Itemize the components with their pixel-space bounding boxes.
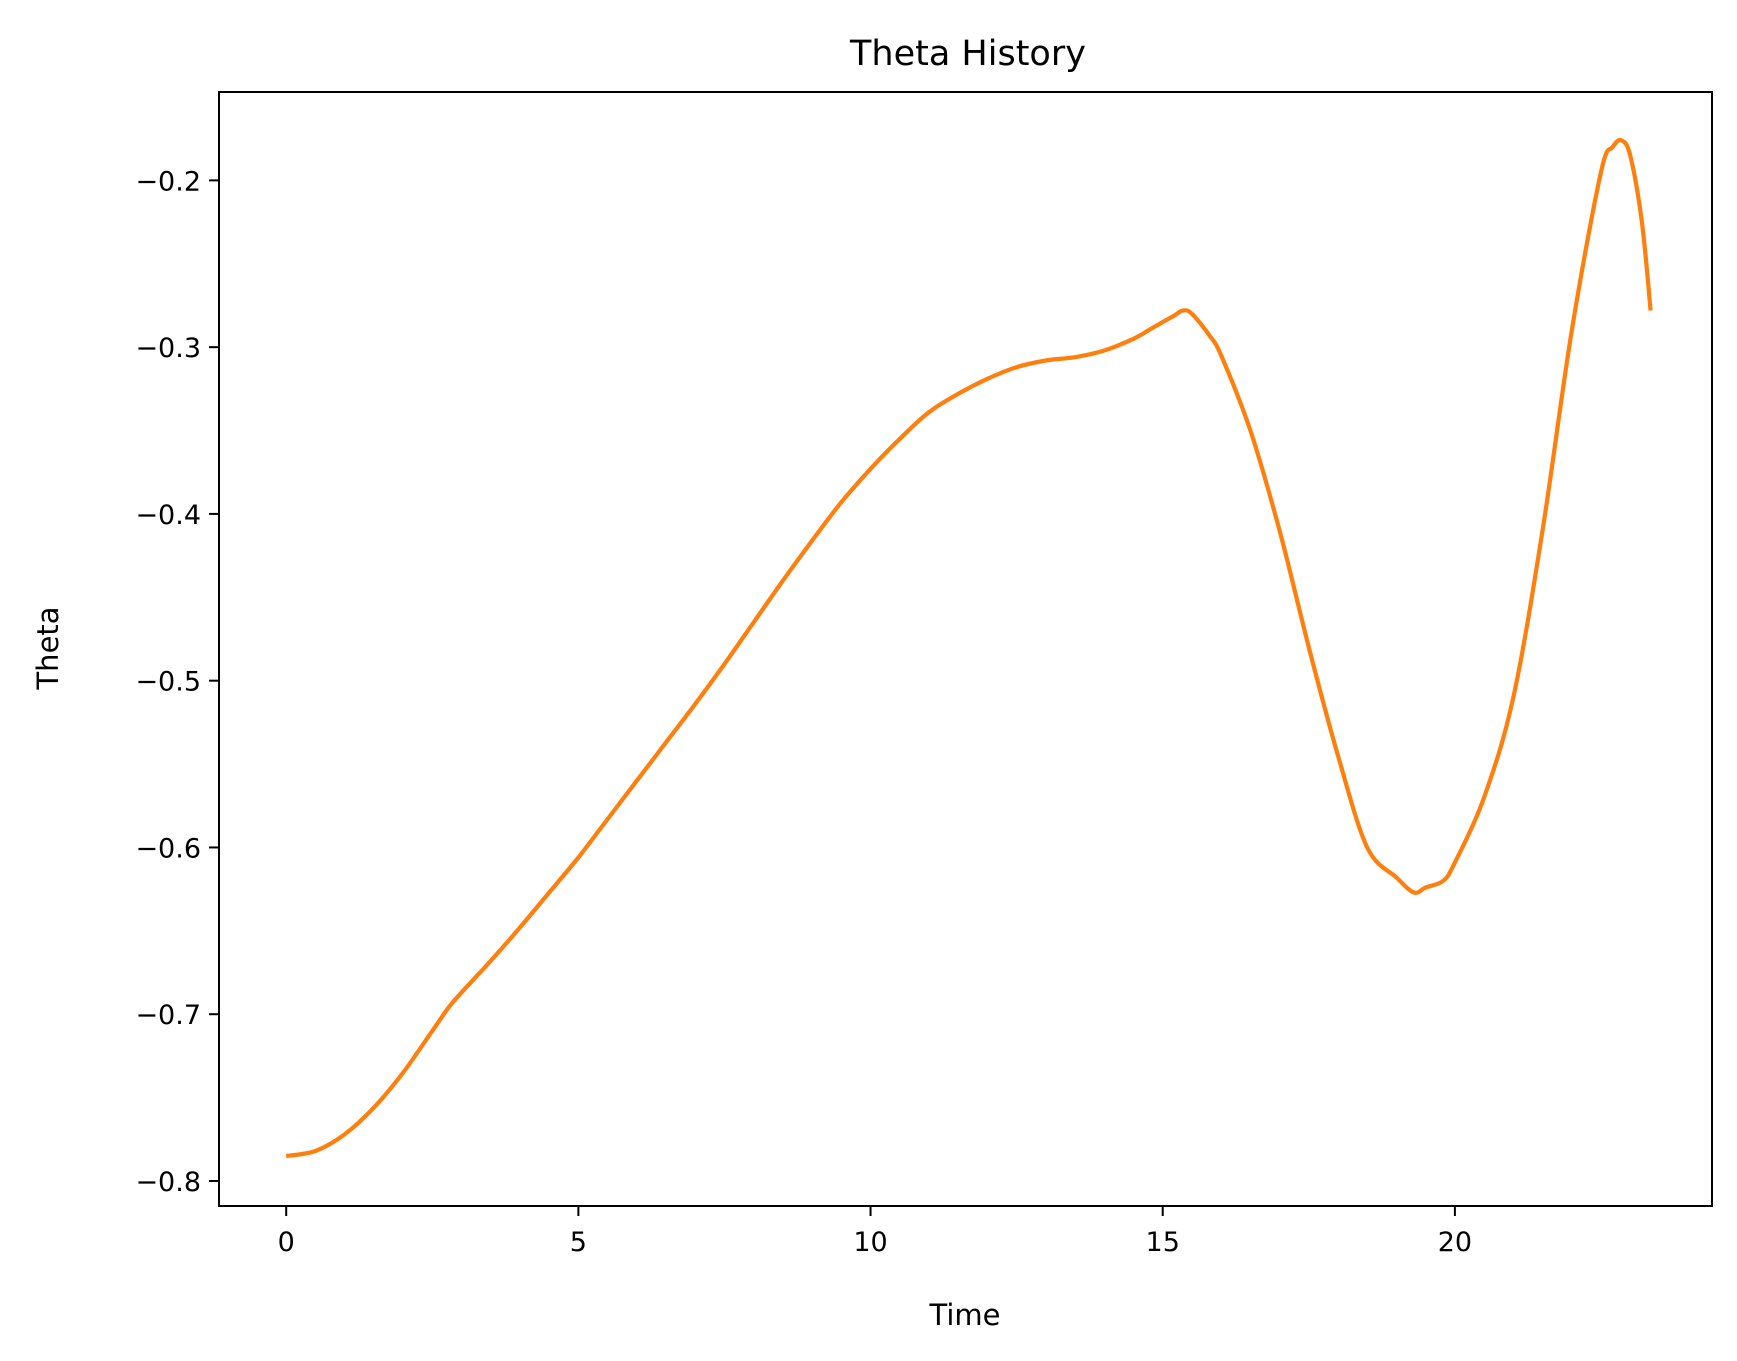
y-tick-label: −0.8 bbox=[135, 1167, 201, 1198]
y-tick-label: −0.2 bbox=[135, 166, 201, 197]
x-tick-label: 0 bbox=[278, 1227, 295, 1258]
y-tick-label: −0.5 bbox=[135, 667, 201, 698]
x-tick-label: 10 bbox=[853, 1227, 887, 1258]
x-tick-label: 15 bbox=[1146, 1227, 1180, 1258]
plot-area bbox=[218, 91, 1713, 1207]
axes-frame bbox=[218, 91, 1713, 1207]
y-tick-label: −0.3 bbox=[135, 333, 201, 364]
y-axis-label: Theta bbox=[31, 606, 65, 690]
series-line bbox=[285, 137, 1653, 1159]
x-tick-label: 5 bbox=[570, 1227, 587, 1258]
x-tick-label: 20 bbox=[1438, 1227, 1472, 1258]
x-axis-label: Time bbox=[929, 1298, 1001, 1332]
x-axis: 0 5 10 15 20 bbox=[278, 1206, 1472, 1258]
chart-title: Theta History bbox=[849, 34, 1086, 74]
y-tick-label: −0.6 bbox=[135, 833, 201, 864]
y-axis: −0.8 −0.7 −0.6 −0.5 −0.4 −0.3 −0.2 bbox=[135, 166, 219, 1198]
y-tick-label: −0.7 bbox=[135, 1000, 201, 1031]
y-tick-label: −0.4 bbox=[135, 500, 201, 531]
